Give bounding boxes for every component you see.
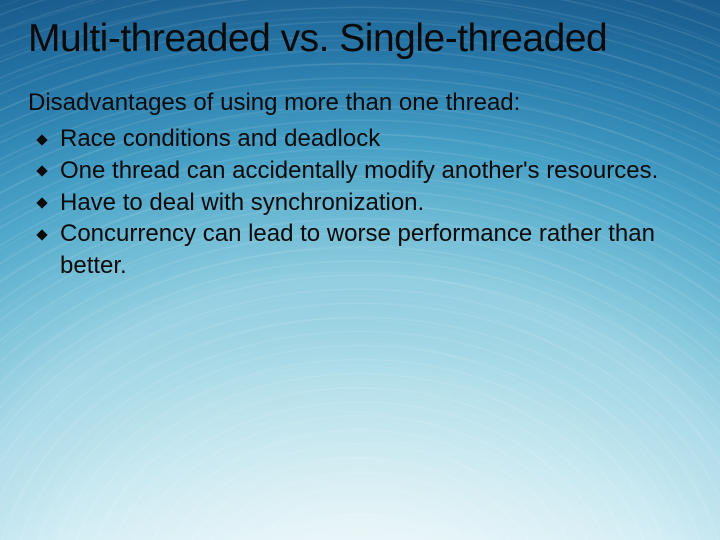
slide-subhead: Disadvantages of using more than one thr… [28,87,692,119]
list-item: Concurrency can lead to worse performanc… [34,218,692,281]
slide: Multi-threaded vs. Single-threaded Disad… [0,0,720,540]
list-item: Have to deal with synchronization. [34,187,692,219]
slide-title: Multi-threaded vs. Single-threaded [28,18,692,61]
slide-content: Multi-threaded vs. Single-threaded Disad… [0,0,720,282]
list-item: One thread can accidentally modify anoth… [34,155,692,187]
list-item: Race conditions and deadlock [34,123,692,155]
bullet-list: Race conditions and deadlock One thread … [28,123,692,281]
